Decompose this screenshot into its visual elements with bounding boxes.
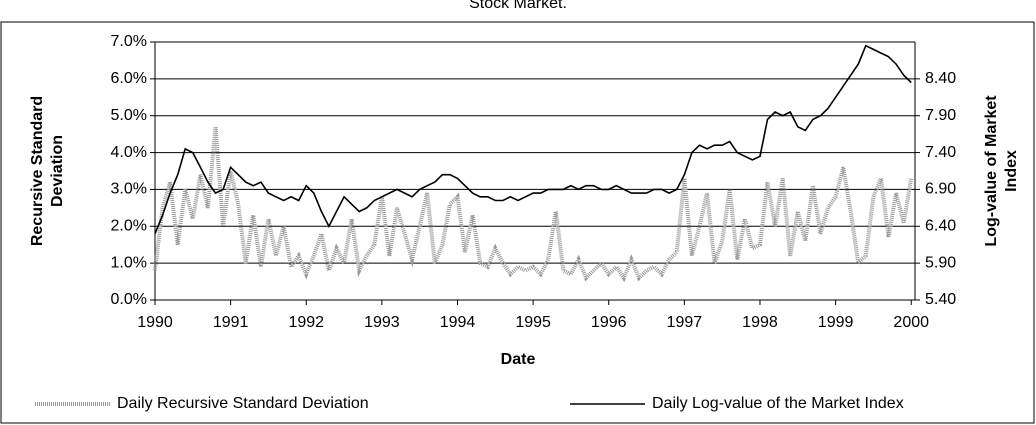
x-tick-label: 1990 <box>137 314 173 331</box>
y2-tick-label: 6.90 <box>925 181 956 198</box>
y-axis-label: Deviation <box>49 135 66 207</box>
series-line <box>153 126 914 283</box>
y2-axis-label: Log-value of Market <box>983 95 1000 247</box>
x-tick-label: 1997 <box>667 314 703 331</box>
y-tick-label: 7.0% <box>111 33 147 50</box>
y2-tick-label: 6.40 <box>925 218 956 235</box>
y2-tick-label: 5.90 <box>925 254 956 271</box>
x-tick-label: 1994 <box>440 314 476 331</box>
legend-label: Daily Recursive Standard Deviation <box>117 395 369 412</box>
y-tick-label: 1.0% <box>111 254 147 271</box>
y2-tick-label: 7.40 <box>925 144 956 161</box>
series-line <box>154 44 912 235</box>
x-tick-label: 1993 <box>364 314 400 331</box>
x-tick-label: 2000 <box>893 314 929 331</box>
x-tick-label: 1999 <box>818 314 854 331</box>
x-tick-label: 1996 <box>591 314 627 331</box>
y-tick-label: 4.0% <box>111 144 147 161</box>
x-axis-label: Date <box>501 351 536 368</box>
chart-title: Stock Market. <box>469 0 567 12</box>
y-axis-label: Recursive Standard <box>29 96 46 246</box>
x-tick-label: 1992 <box>288 314 324 331</box>
y2-axis-label: Index <box>1003 150 1020 192</box>
x-tick-label: 1998 <box>742 314 778 331</box>
y-tick-label: 6.0% <box>111 70 147 87</box>
y2-tick-label: 8.40 <box>925 70 956 87</box>
x-tick-label: 1995 <box>515 314 551 331</box>
y-tick-label: 0.0% <box>111 291 147 308</box>
y2-tick-label: 7.90 <box>925 107 956 124</box>
y-tick-label: 3.0% <box>111 181 147 198</box>
x-tick-label: 1991 <box>213 314 249 331</box>
y-tick-label: 5.0% <box>111 107 147 124</box>
y2-tick-label: 5.40 <box>925 291 956 308</box>
y-tick-label: 2.0% <box>111 218 147 235</box>
legend-label: Daily Log-value of the Market Index <box>652 395 904 412</box>
